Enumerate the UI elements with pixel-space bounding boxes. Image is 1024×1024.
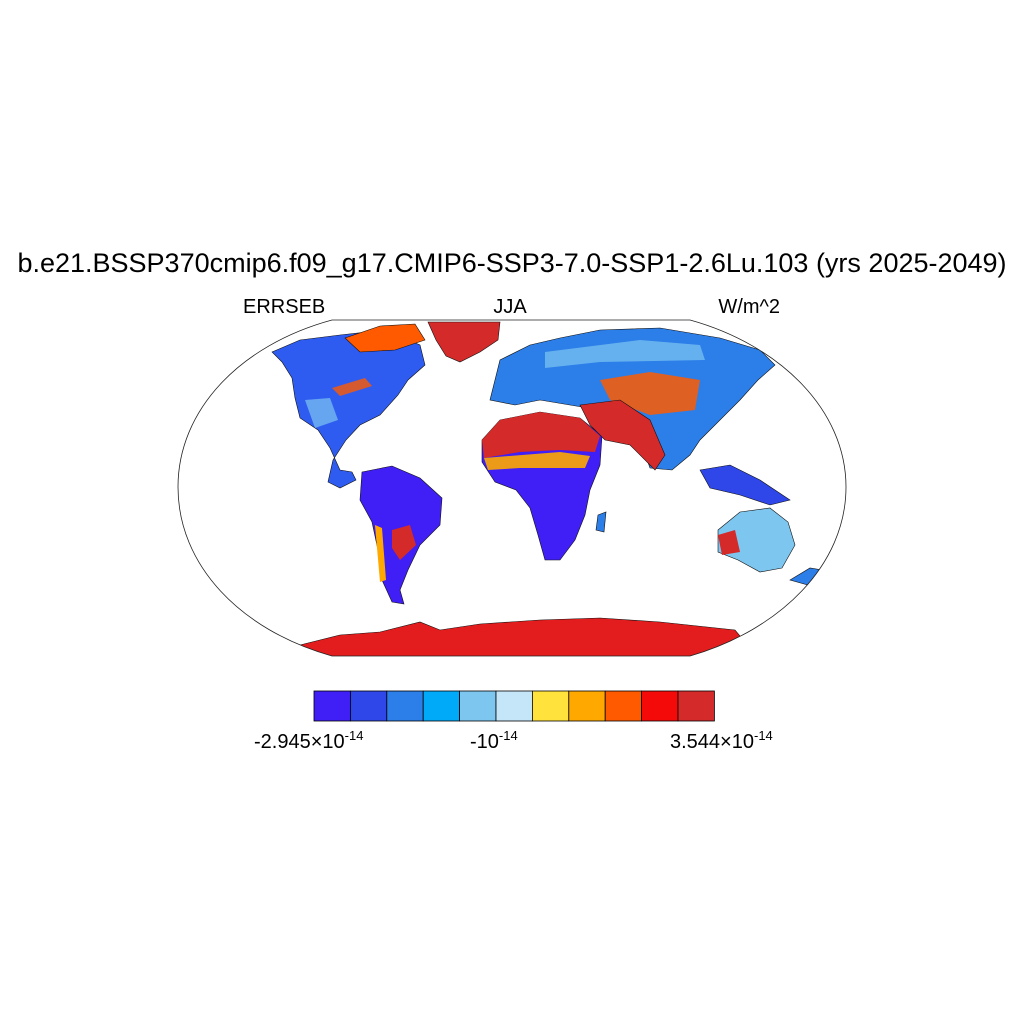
sahel-warm	[484, 452, 590, 470]
sa-coast-warm	[375, 525, 386, 582]
australia	[717, 507, 796, 573]
na-warm-band	[332, 378, 372, 396]
colorbar-swatch-2	[386, 690, 424, 722]
colorbar-swatch-0	[313, 690, 351, 722]
north-america	[271, 329, 426, 489]
land-layer	[271, 321, 823, 656]
variable-label: ERRSEB	[243, 296, 326, 318]
units-label: W/m^2	[718, 296, 780, 318]
new-zealand	[789, 567, 823, 586]
maritime-asia	[699, 464, 791, 506]
middle-east	[579, 399, 666, 471]
sahara	[482, 412, 600, 458]
colorbar-swatch-6	[532, 690, 570, 722]
asia-light-band	[545, 340, 705, 368]
colorbar-label-mid: -10-14	[470, 728, 518, 753]
colorbar-label-max: 3.544×10-14	[670, 728, 773, 753]
australia-red	[718, 530, 740, 555]
colorbar-swatch-4	[459, 690, 497, 722]
colorbar-swatch-3	[422, 690, 461, 722]
madagascar	[595, 511, 607, 533]
colorbar-swatch-9	[641, 690, 679, 722]
colorbar-swatch-10	[677, 690, 715, 722]
figure-title: b.e21.BSSP370cmip6.f09_g17.CMIP6-SSP3-7.…	[17, 248, 1007, 278]
sa-red-patch	[392, 525, 416, 560]
na-light-patch	[305, 398, 338, 428]
colorbar-swatch-8	[604, 690, 643, 722]
season-label: JJA	[493, 296, 527, 318]
antarctica	[279, 617, 761, 656]
colorbar-label-min: -2.945×10-14	[254, 728, 364, 753]
colorbar	[313, 690, 715, 722]
map-boundary	[177, 319, 847, 657]
colorbar-swatch-7	[568, 690, 606, 722]
colorbar-swatch-1	[349, 690, 388, 722]
arctic-islands	[344, 323, 426, 353]
greenland	[427, 321, 501, 363]
colorbar-swatch-5	[495, 690, 533, 722]
